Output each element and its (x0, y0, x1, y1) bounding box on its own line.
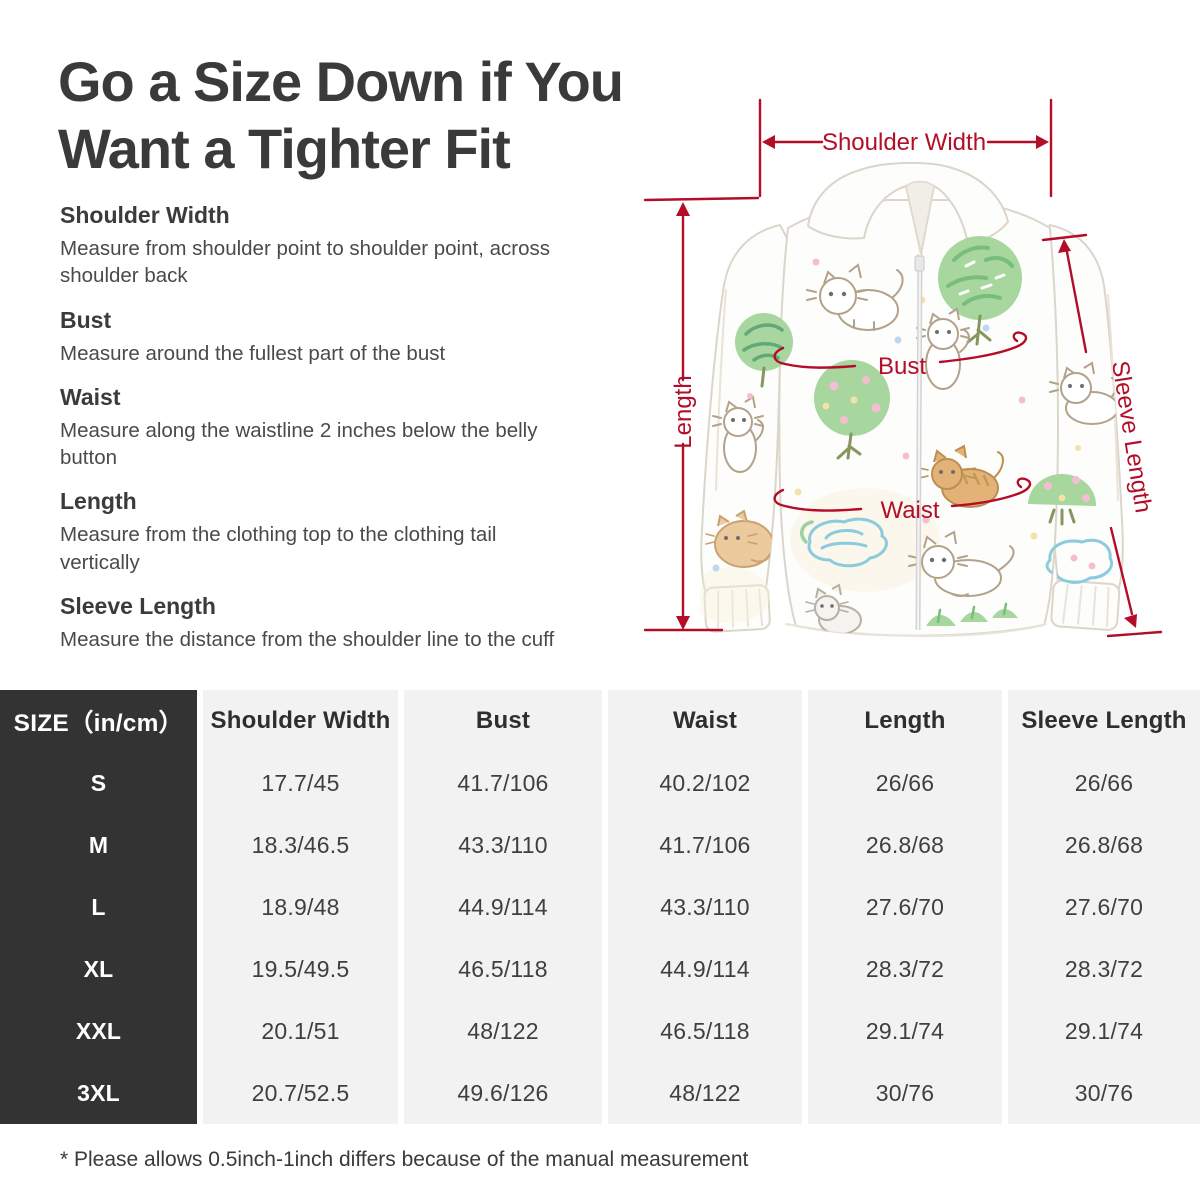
row-label-l: L (0, 876, 197, 938)
row-label-m: M (0, 814, 197, 876)
table-cell: 27.6/70 (1008, 876, 1200, 938)
guide-item-bust: Bust Measure around the fullest part of … (60, 307, 620, 367)
hoodie-right-cuff (1050, 579, 1121, 631)
shoulder-width-label: Shoulder Width (822, 129, 986, 156)
hoodie-left-cuff (703, 584, 771, 633)
column-header-sleeve-length: Sleeve Length (1008, 690, 1200, 752)
table-cell: 30/76 (808, 1062, 1002, 1124)
hoodie-pattern (700, 236, 1119, 635)
cat-white-left-icon (712, 395, 764, 473)
page-title: Go a Size Down if You Want a Tighter Fit (58, 48, 624, 182)
table-cell: 28.3/72 (808, 938, 1002, 1000)
table-cell: 18.3/46.5 (203, 814, 398, 876)
guide-desc: Measure from the clothing top to the clo… (60, 523, 497, 574)
column-header-waist: Waist (608, 690, 802, 752)
row-label-s: S (0, 752, 197, 814)
column-header-bust: Bust (404, 690, 602, 752)
table-cell: 48/122 (404, 1000, 602, 1062)
page-title-line1: Go a Size Down if You (58, 50, 624, 113)
guide-desc: Measure the distance from the shoulder l… (60, 627, 555, 651)
zipper (914, 253, 925, 631)
guide-term: Bust (60, 306, 112, 333)
table-cell: 44.9/114 (404, 876, 602, 938)
guide-term: Sleeve Length (60, 592, 216, 619)
table-cell: 40.2/102 (608, 752, 802, 814)
table-cell: 43.3/110 (608, 876, 802, 938)
guide-term: Waist (60, 383, 121, 410)
table-cell: 28.3/72 (1008, 938, 1200, 1000)
bush-dotted-icon (1028, 473, 1097, 526)
pattern-dots (712, 258, 1081, 572)
grass-tufts-icon (926, 602, 1018, 626)
measure-annotations: Shoulder Width Length (643, 98, 1163, 638)
table-cell: 20.1/51 (203, 1000, 398, 1062)
hoodie-diagram-svg: Shoulder Width Length (643, 98, 1163, 638)
tree-scribble-left-icon (735, 313, 793, 388)
table-cell: 26/66 (1008, 752, 1200, 814)
table-cell: 46.5/118 (608, 1000, 802, 1062)
table-cell: 43.3/110 (404, 814, 602, 876)
table-cell: 26/66 (808, 752, 1002, 814)
column-header-shoulder-width: Shoulder Width (203, 690, 398, 752)
tree-leafy-icon (938, 236, 1022, 346)
table-cell: 41.7/106 (404, 752, 602, 814)
guide-item-length: Length Measure from the clothing top to … (60, 488, 620, 576)
guide-desc: Measure around the fullest part of the b… (60, 341, 446, 365)
table-cell: 17.7/45 (203, 752, 398, 814)
hood-opening (905, 180, 935, 253)
table-cell: 46.5/118 (404, 938, 602, 1000)
guide-desc: Measure from shoulder point to shoulder … (60, 237, 550, 288)
row-label-xxl: XXL (0, 1000, 197, 1062)
tree-dotted-icon (814, 360, 890, 460)
table-cell: 27.6/70 (808, 876, 1002, 938)
table-cell: 49.6/126 (404, 1062, 602, 1124)
cat-white-right-edge-icon (1049, 361, 1119, 425)
table-cell: 29.1/74 (808, 1000, 1002, 1062)
cat-white-upper-left-icon (806, 263, 904, 331)
table-cell: 26.8/68 (1008, 814, 1200, 876)
cat-tan-icon (705, 509, 774, 568)
table-cell: 48/122 (608, 1062, 802, 1124)
table-cell: 41.7/106 (608, 814, 802, 876)
size-table: SIZE（in/cm） Shoulder Width Bust Waist Le… (0, 690, 1200, 1124)
table-cell: 29.1/74 (1008, 1000, 1200, 1062)
cat-grey-hem-icon (805, 583, 862, 635)
table-cell: 44.9/114 (608, 938, 802, 1000)
cat-white-center-icon (916, 307, 970, 390)
product-measure-diagram: Shoulder Width Length (630, 90, 1200, 690)
shoulder-width-annotation: Shoulder Width (758, 98, 1053, 198)
hoodie-hood (806, 161, 1010, 255)
guide-desc: Measure along the waistline 2 inches bel… (60, 418, 538, 469)
cat-brown-icon (918, 444, 1004, 508)
table-cell: 19.5/49.5 (203, 938, 398, 1000)
guide-item-sleeve-length: Sleeve Length Measure the distance from … (60, 593, 620, 653)
cat-white-lying-icon (908, 530, 1015, 597)
table-cell: 18.9/48 (203, 876, 398, 938)
table-cell: 26.8/68 (808, 814, 1002, 876)
table-cell: 20.7/52.5 (203, 1062, 398, 1124)
guide-term: Length (60, 488, 137, 515)
page-title-line2: Want a Tighter Fit (58, 117, 511, 181)
waist-annotation: Waist (773, 477, 1032, 524)
column-header-length: Length (808, 690, 1002, 752)
guide-item-shoulder-width: Shoulder Width Measure from shoulder poi… (60, 202, 620, 290)
row-label-3xl: 3XL (0, 1062, 197, 1124)
bush-scribble-icon (800, 517, 888, 568)
row-label-xl: XL (0, 938, 197, 1000)
measure-guide: Shoulder Width Measure from shoulder poi… (60, 202, 620, 670)
length-label: Length (670, 375, 697, 448)
waist-label: Waist (880, 497, 939, 524)
table-cell: 30/76 (1008, 1062, 1200, 1124)
guide-item-waist: Waist Measure along the waistline 2 inch… (60, 384, 620, 472)
bust-annotation: Bust (773, 331, 1028, 380)
size-table-unit-header: SIZE（in/cm） (0, 690, 197, 752)
guide-term: Shoulder Width (60, 202, 230, 228)
bust-label: Bust (878, 353, 926, 380)
length-annotation: Length (643, 196, 760, 632)
measurement-disclaimer: * Please allows 0.5inch-1inch differs be… (60, 1148, 749, 1171)
